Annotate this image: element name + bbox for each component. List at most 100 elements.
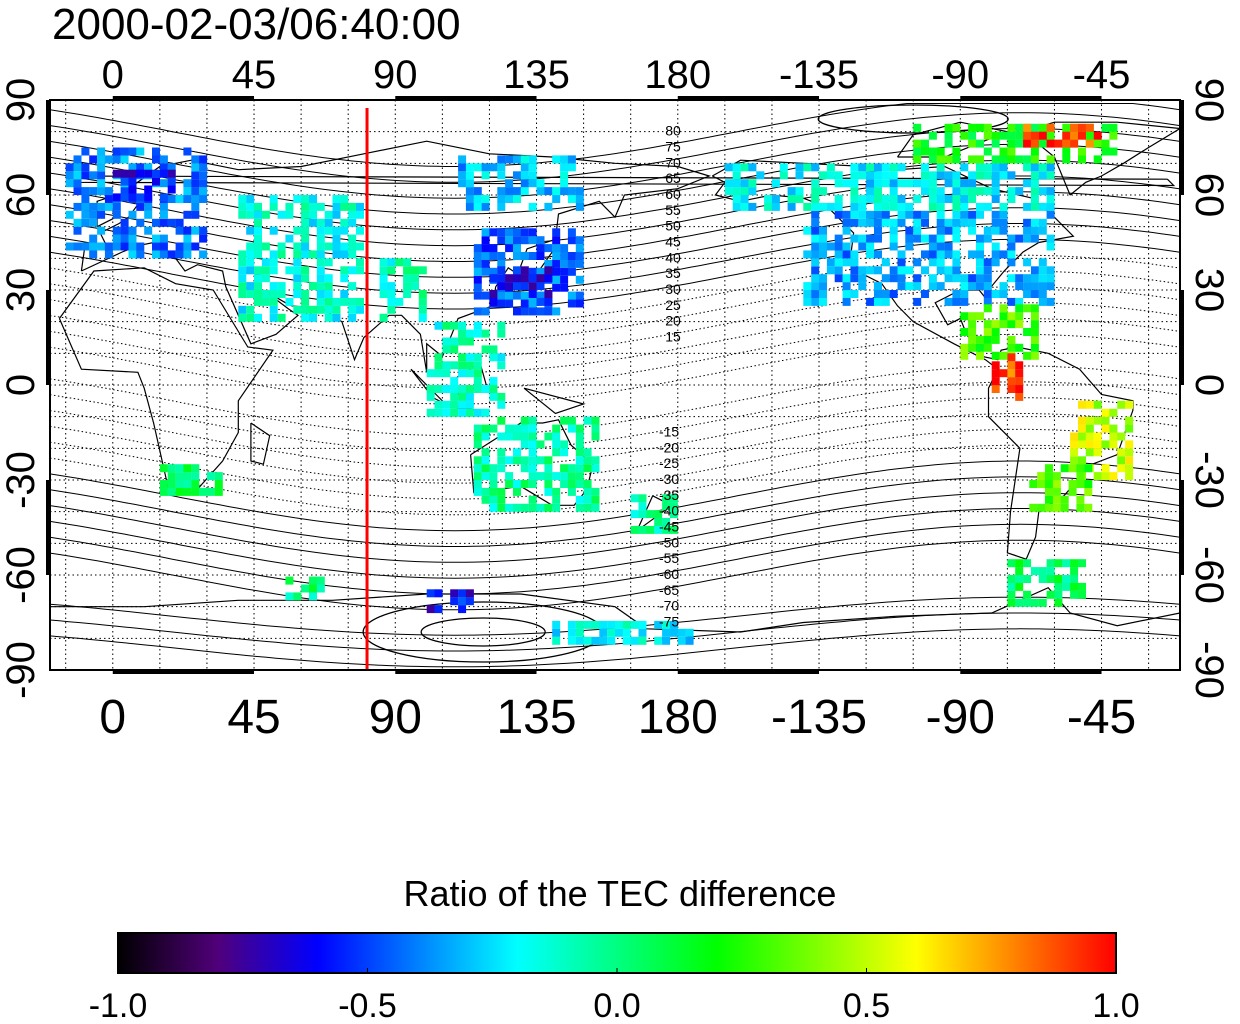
tec-cell [293, 290, 302, 298]
tec-cell [536, 179, 545, 188]
tec-cell [567, 195, 576, 203]
tec-cell [724, 179, 733, 188]
tec-cell [881, 179, 890, 188]
tec-cell [646, 525, 655, 534]
tec-cell [850, 187, 859, 196]
tec-cell [607, 628, 616, 637]
tec-cell [544, 274, 553, 283]
tec-cell [520, 171, 529, 180]
tec-cell [944, 266, 953, 275]
tec-cell [552, 440, 561, 449]
tec-cell [936, 195, 945, 203]
tec-cell [583, 416, 592, 425]
tec-cell [175, 226, 184, 235]
tec-cell [803, 297, 812, 306]
tec-cell [183, 480, 192, 488]
tec-cell [928, 234, 937, 243]
tec-cell [560, 275, 569, 284]
tec-cell [1125, 400, 1134, 409]
tec-cell [662, 494, 671, 503]
tec-cell [489, 503, 498, 512]
contour-label: -50 [659, 534, 679, 550]
tec-cell [191, 480, 200, 488]
tec-cell [458, 589, 467, 598]
tec-cell [1030, 147, 1039, 156]
tec-cell [144, 226, 153, 235]
axis-band-bottom [395, 669, 537, 674]
tec-cell [356, 226, 364, 235]
tec-cell [183, 250, 192, 259]
tec-cell [952, 258, 961, 267]
tec-cell [356, 210, 364, 219]
tec-cell [952, 171, 961, 180]
tec-cell [1062, 559, 1071, 568]
tec-cell [520, 464, 529, 473]
contour-label: -35 [659, 487, 679, 503]
tec-cell [811, 266, 820, 275]
tec-cell [497, 495, 506, 504]
tec-cell [622, 620, 631, 629]
tec-cell [1007, 155, 1016, 164]
tec-cell [285, 576, 294, 585]
tec-cell [285, 297, 294, 306]
tec-cell [301, 202, 310, 211]
tec-cell [497, 448, 506, 457]
tec-cell [669, 628, 678, 637]
tec-cell [1038, 163, 1047, 172]
tec-cell [874, 187, 882, 196]
tec-cell [261, 297, 270, 306]
tec-cell [112, 242, 121, 251]
tec-cell [1015, 598, 1024, 607]
tec-cell [874, 202, 882, 211]
tec-cell [850, 258, 859, 267]
tec-cell [583, 503, 592, 512]
tec-cell [97, 242, 106, 251]
tec-cell [1078, 400, 1086, 409]
tec-cell [520, 163, 529, 172]
tec-cell [936, 250, 945, 259]
tec-cell [960, 210, 969, 219]
tec-cell [450, 377, 459, 386]
tec-cell [513, 480, 521, 488]
tec-cell [811, 163, 820, 172]
tec-cell [1046, 297, 1055, 306]
tec-cell [1109, 131, 1118, 140]
tec-cell [254, 242, 262, 251]
tec-cell [560, 448, 569, 457]
tec-cell [983, 320, 992, 329]
tec-cell [489, 290, 498, 298]
tec-cell [1054, 582, 1063, 591]
tec-cell [426, 392, 435, 401]
tec-cell [97, 155, 106, 164]
tec-cell [834, 242, 843, 251]
tec-cell [301, 234, 310, 243]
tec-cell [1078, 590, 1086, 599]
tec-cell [175, 195, 184, 203]
tec-cell [654, 525, 663, 534]
tec-cell [1068, 487, 1077, 496]
tec-cell [97, 226, 106, 235]
tec-cell [465, 589, 474, 598]
contour-label: -60 [659, 566, 679, 582]
contour-label: -20 [659, 439, 679, 455]
tec-cell [803, 163, 812, 172]
tec-cell [1038, 218, 1047, 227]
tec-cell [976, 163, 984, 172]
tec-cell [952, 155, 961, 164]
tec-cell [850, 250, 859, 259]
tec-cell [811, 234, 820, 243]
tec-cell [191, 195, 200, 203]
tec-cell [1007, 312, 1016, 321]
tec-cell [936, 163, 945, 172]
tec-cell [293, 250, 302, 259]
tec-cell [465, 195, 474, 203]
tec-cell [1030, 171, 1039, 180]
tec-cell [199, 487, 208, 496]
tec-cell [97, 210, 106, 219]
tec-cell [167, 163, 176, 172]
tec-cell [152, 177, 160, 186]
tec-cell [928, 179, 937, 188]
tec-cell [850, 195, 859, 203]
contour-label: 80 [665, 123, 681, 139]
